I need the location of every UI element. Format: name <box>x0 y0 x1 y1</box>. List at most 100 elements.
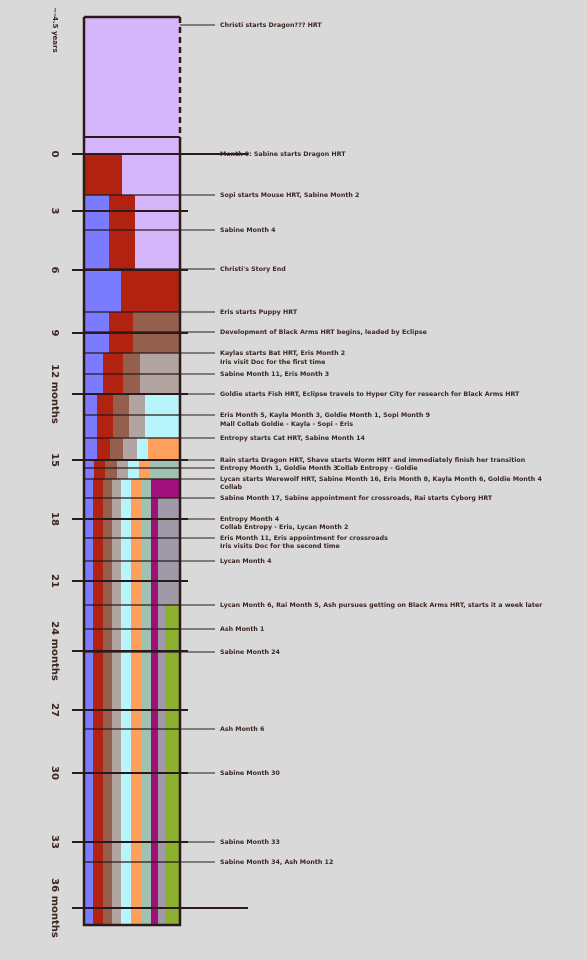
axis-label: 27 <box>49 703 60 717</box>
axis-label: 15 <box>49 453 60 467</box>
column-segment <box>123 438 137 460</box>
column-segment <box>129 394 145 438</box>
axis-label: 12 months <box>49 364 60 424</box>
column-segment <box>84 479 93 498</box>
column-segment <box>84 154 122 195</box>
column-segment <box>97 394 113 438</box>
event-label: Eris starts Puppy HRT <box>220 309 298 316</box>
event-label: Iris visits Doc for the second time <box>220 543 340 550</box>
column-segment <box>131 498 141 605</box>
event-label: Entropy Month 1, Goldie Month 3 <box>220 465 338 472</box>
column-segment <box>131 479 141 498</box>
column-segment <box>137 438 148 460</box>
column-segment <box>84 394 97 438</box>
event-label: Sabine Month 34, Ash Month 12 <box>220 859 333 866</box>
column-segment <box>150 460 180 479</box>
column-segment <box>151 605 158 925</box>
column-segment <box>84 498 93 605</box>
column-segment <box>135 195 180 269</box>
column-segment <box>112 605 121 925</box>
event-label: Ash Month 1 <box>220 626 264 633</box>
event-label: Month 0: Sabine starts Dragon HRT <box>220 151 346 158</box>
column-segment <box>110 438 123 460</box>
column-segment <box>113 394 129 438</box>
event-label: Mall Collab Goldie - Kayla - Sopi - Eris <box>220 421 353 428</box>
column-segment <box>158 498 180 605</box>
event-label: Christi's Story End <box>220 266 286 273</box>
column-segment <box>121 605 131 925</box>
event-label: Collab <box>220 484 243 491</box>
event-label: Collab Entropy - Eris, Lycan Month 2 <box>220 524 348 531</box>
column-segment <box>122 154 180 195</box>
column-segment <box>128 460 139 479</box>
event-label: Sabine Month 30 <box>220 770 281 777</box>
event-label: Collab Entropy - Goldie <box>336 465 418 472</box>
column-segment <box>141 479 151 498</box>
column-segment <box>103 498 112 605</box>
event-label: Lycan Month 4 <box>220 558 272 565</box>
axis-label: 3 <box>49 208 60 215</box>
column-segment <box>93 605 103 925</box>
column-segment <box>109 195 135 269</box>
column-outline <box>82 15 182 927</box>
column-segment <box>121 498 131 605</box>
column-segment <box>84 195 109 269</box>
event-label: Lycan Month 6, Rai Month 5, Ash pursues … <box>220 602 543 609</box>
event-label: Entropy starts Cat HRT, Sabine Month 14 <box>220 435 366 442</box>
axis-label: 18 <box>49 512 60 526</box>
column-segment <box>84 269 121 312</box>
event-label: Sabine Month 4 <box>220 227 276 234</box>
axis-label: 24 months <box>49 621 60 681</box>
column-segment <box>121 479 131 498</box>
column-segment <box>112 498 121 605</box>
column-segment <box>97 438 110 460</box>
column-segment <box>139 460 150 479</box>
column-segment <box>145 394 180 438</box>
axis-label: 30 <box>49 766 60 780</box>
event-label: Kaylas starts Bat HRT, Eris Month 2 <box>220 350 345 357</box>
column-segment <box>112 479 121 498</box>
event-label: Sabine Month 11, Eris Month 3 <box>220 371 329 378</box>
event-label: Lycan starts Werewolf HRT, Sabine Month … <box>220 476 542 483</box>
column-segment <box>93 479 103 498</box>
axis-label: 36 months <box>49 878 60 938</box>
column-segment <box>151 479 180 498</box>
column-segment <box>151 498 158 605</box>
event-label: Eris Month 5, Kayla Month 3, Goldie Mont… <box>220 412 430 419</box>
event-label: Rain starts Dragon HRT, Shave starts Wor… <box>220 457 525 464</box>
event-label: Sabine Month 17, Sabine appointment for … <box>220 495 493 502</box>
column-segment <box>84 438 97 460</box>
event-label: Sopi starts Mouse HRT, Sabine Month 2 <box>220 192 359 199</box>
column-segment <box>84 605 93 925</box>
event-label: Sabine Month 24 <box>220 649 281 656</box>
column-segment <box>84 17 180 154</box>
axis-label: ~-4.5 years <box>51 7 59 52</box>
column-segment <box>84 460 94 479</box>
event-label: Christi starts Dragon??? HRT <box>220 22 322 29</box>
event-label: Entropy Month 4 <box>220 516 280 523</box>
column-segment <box>103 479 112 498</box>
column-segment <box>141 605 151 925</box>
event-label: Sabine Month 33 <box>220 839 280 846</box>
axis-label: 9 <box>49 330 60 337</box>
axis-label: 33 <box>49 835 60 849</box>
column-segment <box>165 605 180 925</box>
event-label: Ash Month 6 <box>220 726 265 733</box>
event-label: Goldie starts Fish HRT, Eclipse travels … <box>220 391 520 398</box>
event-label: Iris visit Doc for the first time <box>220 359 325 366</box>
column-segment <box>117 460 128 479</box>
event-label: Development of Black Arms HRT begins, le… <box>220 329 427 336</box>
event-label: Eris Month 11, Eris appointment for cros… <box>220 535 388 542</box>
column-segment <box>121 269 180 312</box>
column-segment <box>131 605 141 925</box>
column-segment <box>141 498 151 605</box>
column-segment <box>94 460 105 479</box>
column-segment <box>93 498 103 605</box>
column-segment <box>103 605 112 925</box>
column-segment <box>158 605 165 925</box>
column-segment <box>105 460 117 479</box>
axis-label: 0 <box>49 151 60 158</box>
axis-label: 6 <box>49 267 60 274</box>
column-segment <box>148 438 180 460</box>
